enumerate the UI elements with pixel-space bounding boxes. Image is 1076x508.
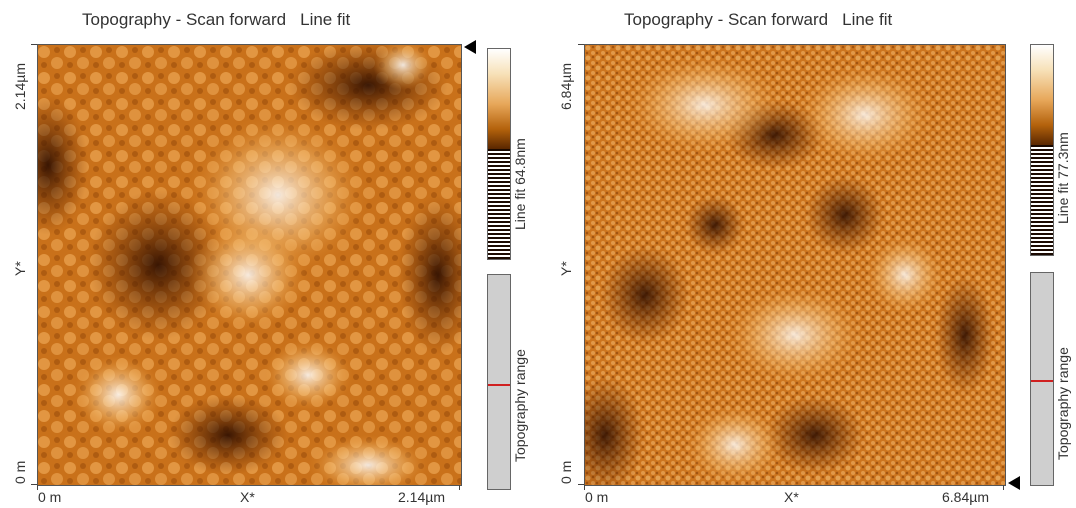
topography-image-svg (585, 45, 1005, 485)
topography-image[interactable] (37, 44, 462, 486)
bottom-marker-triangle-icon[interactable] (1008, 476, 1020, 490)
colorbar-gradient (488, 49, 510, 149)
colorbar-label: Line fit 64.8nm (512, 138, 528, 230)
range-marker[interactable] (1031, 380, 1053, 382)
y-axis-label: Y* (558, 261, 574, 276)
range-marker[interactable] (488, 384, 510, 386)
x-axis-start: 0 m (38, 489, 62, 505)
colorbar-stripes (488, 149, 510, 259)
scan-panel-right: Topography - Scan forward Line fit (540, 0, 1076, 508)
topography-image-svg (38, 45, 461, 485)
y-axis-end: 6.84µm (558, 63, 574, 110)
x-tick-left (37, 485, 38, 490)
y-tick-top (578, 44, 584, 45)
range-label: Topography range (1055, 347, 1071, 460)
colorbar-stripes (1031, 145, 1053, 255)
x-axis-start: 0 m (585, 489, 609, 505)
x-axis-label: X* (784, 489, 799, 505)
colorbar (487, 48, 511, 260)
x-tick-right (459, 485, 460, 490)
colorbar-label: Line fit 77.3nm (1055, 132, 1071, 224)
scan-title: Topography - Scan forward (624, 10, 829, 29)
fit-title: Line fit (842, 10, 893, 29)
scan-title: Topography - Scan forward (82, 10, 287, 29)
topography-range-bar[interactable] (1030, 272, 1054, 486)
x-tick-right (1003, 485, 1004, 490)
fit-title: Line fit (300, 10, 351, 29)
scan-panel-left: Topography - Scan forward Line fit (0, 0, 528, 508)
y-axis-start: 0 m (558, 460, 574, 484)
y-tick-bottom (31, 484, 37, 485)
top-marker-triangle-icon[interactable] (464, 40, 476, 54)
topography-range-bar[interactable] (487, 274, 511, 490)
y-axis-start: 0 m (12, 460, 28, 484)
panel-title: Topography - Scan forward Line fit (82, 10, 350, 30)
colorbar-gradient (1031, 45, 1053, 145)
y-axis-end: 2.14µm (12, 63, 28, 110)
panel-title: Topography - Scan forward Line fit (624, 10, 892, 30)
range-label: Topography range (512, 349, 528, 462)
y-tick-top (31, 44, 37, 45)
x-axis-label: X* (240, 489, 255, 505)
colorbar (1030, 44, 1054, 256)
topography-image[interactable] (584, 44, 1006, 486)
y-axis-label: Y* (12, 261, 28, 276)
x-tick-left (584, 485, 585, 490)
y-tick-bottom (578, 484, 584, 485)
x-axis-end: 2.14µm (398, 489, 445, 505)
x-axis-end: 6.84µm (942, 489, 989, 505)
